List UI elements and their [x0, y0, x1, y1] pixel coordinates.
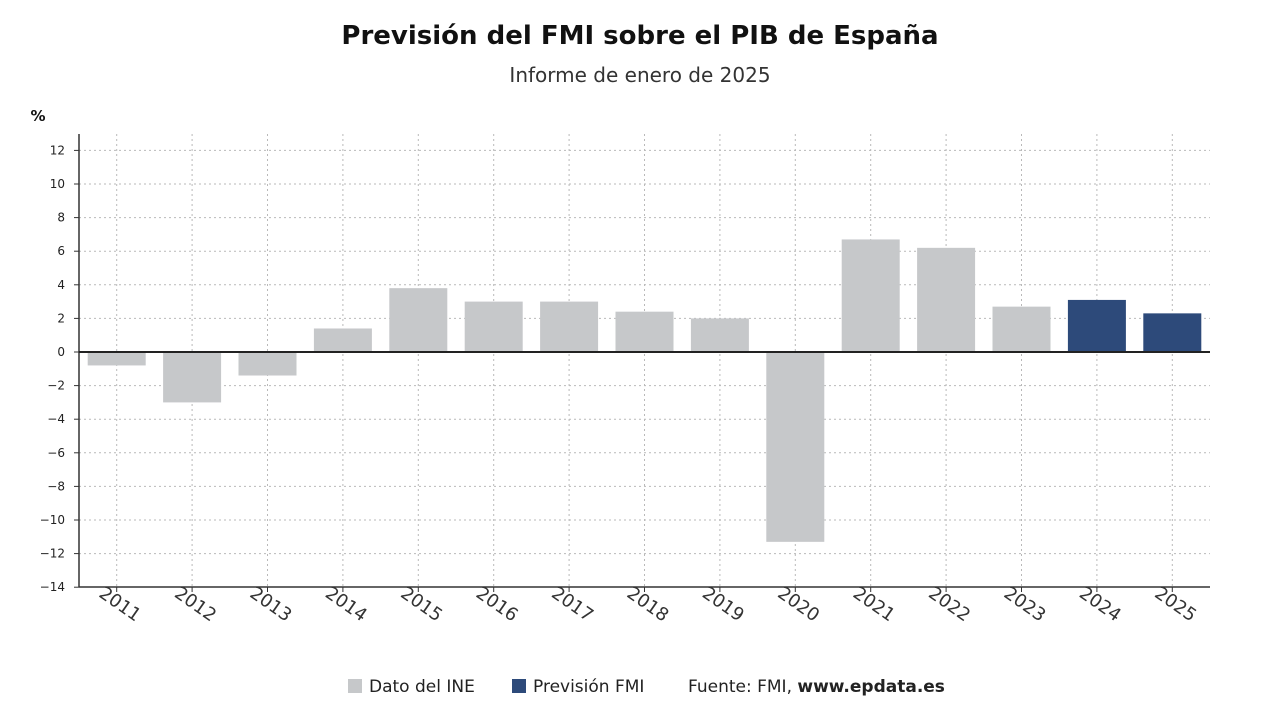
bars	[87, 239, 1202, 542]
x-tick-label: 2011	[95, 583, 145, 626]
x-tick-label: 2013	[246, 583, 296, 626]
x-tick-label: 2023	[1000, 583, 1050, 626]
legend-label-prevision-fmi: Previsión FMI	[533, 677, 644, 697]
x-axis-ticks: 2011 2012 2013 2014 2015 2016 2017 2018 2019 2020…	[95, 583, 1200, 626]
bar-2015	[389, 288, 448, 352]
bar-2012	[163, 352, 222, 403]
x-tick-label: 2020	[774, 583, 824, 626]
x-tick-label: 2022	[924, 583, 974, 626]
y-tick-label: 10	[50, 177, 65, 191]
source-text: Fuente: FMI, www.epdata.es	[688, 677, 945, 697]
y-axis-ticks: 12 10 8 6 4 2 0 −2 −4 −6 −8 −10 −12 −14	[40, 143, 79, 594]
x-tick-label: 2016	[472, 583, 522, 626]
y-axis-unit: %	[30, 107, 45, 125]
x-tick-label: 2012	[170, 583, 220, 626]
bar-2021	[841, 239, 900, 352]
source-site: www.epdata.es	[797, 677, 945, 697]
bar-2014	[313, 328, 372, 352]
y-tick-label: −12	[40, 547, 65, 561]
bar-2020	[766, 352, 825, 542]
x-tick-label: 2025	[1151, 583, 1201, 626]
y-tick-label: 0	[57, 345, 65, 359]
x-tick-label: 2021	[849, 583, 899, 626]
source-label: Fuente: FMI,	[688, 677, 792, 697]
y-tick-label: −10	[40, 513, 65, 527]
legend-swatch-dato-ine	[348, 679, 362, 693]
bar-2013	[238, 352, 297, 376]
x-tick-label: 2019	[698, 583, 748, 626]
bar-2022	[917, 247, 976, 352]
chart-subtitle: Informe de enero de 2025	[509, 63, 770, 87]
y-tick-label: 8	[57, 211, 65, 225]
x-tick-label: 2024	[1075, 583, 1125, 626]
bar-2019	[690, 318, 749, 352]
legend-swatch-prevision-fmi	[512, 679, 526, 693]
y-tick-label: 6	[57, 244, 65, 258]
y-tick-label: 2	[57, 311, 65, 325]
y-tick-label: −4	[47, 412, 65, 426]
x-tick-label: 2014	[321, 583, 371, 626]
y-tick-label: 4	[57, 278, 65, 292]
chart-title: Previsión del FMI sobre el PIB de España	[341, 21, 938, 51]
x-tick-label: 2017	[547, 583, 597, 626]
bar-2011	[87, 352, 146, 366]
legend: Dato del INE Previsión FMI Fuente: FMI, …	[348, 677, 945, 697]
bar-2017	[540, 301, 599, 352]
legend-label-dato-ine: Dato del INE	[369, 677, 475, 697]
y-tick-label: −14	[40, 580, 65, 594]
x-tick-label: 2018	[623, 583, 673, 626]
x-tick-label: 2015	[397, 583, 447, 626]
y-tick-label: −8	[47, 479, 65, 493]
y-tick-label: 12	[50, 143, 65, 157]
y-tick-label: −6	[47, 446, 65, 460]
bar-2025	[1143, 313, 1202, 352]
y-tick-label: −2	[47, 379, 65, 393]
bar-2016	[464, 301, 523, 352]
bar-2018	[615, 311, 674, 352]
bar-2024	[1067, 299, 1126, 352]
bar-2023	[992, 306, 1051, 352]
